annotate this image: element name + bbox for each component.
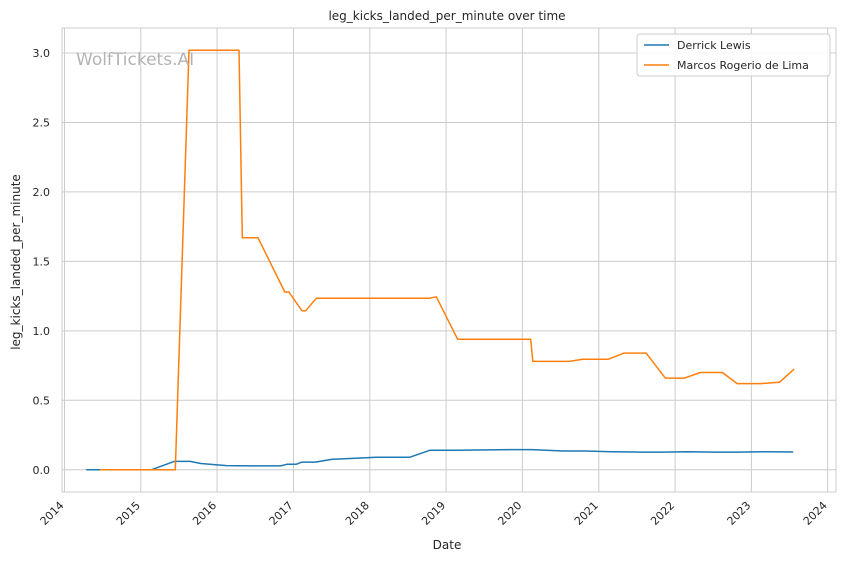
x-tick-label: 2020 <box>495 499 524 528</box>
plot-area <box>61 27 837 493</box>
y-tick-label: 0.0 <box>33 464 51 477</box>
x-tick-label: 2024 <box>801 499 830 528</box>
legend-entry: Marcos Rogerio de Lima <box>677 59 809 72</box>
series-line <box>86 448 794 471</box>
legend: Derrick Lewis Marcos Rogerio de Lima <box>636 33 831 77</box>
chart-title: leg_kicks_landed_per_minute over time <box>328 9 565 23</box>
y-tick-label: 0.5 <box>33 394 51 407</box>
x-tick-label: 2021 <box>572 499 601 528</box>
series-line <box>100 49 795 471</box>
x-axis-title: Date <box>433 538 462 552</box>
legend-box <box>636 33 831 77</box>
y-tick-label: 1.5 <box>33 255 51 268</box>
y-tick-label: 2.0 <box>33 186 51 199</box>
series-lines <box>86 49 795 471</box>
y-tick-label: 2.5 <box>33 116 51 129</box>
x-tick-label: 2023 <box>724 499 753 528</box>
y-tick-label: 1.0 <box>33 325 51 338</box>
x-tick-label: 2018 <box>343 499 372 528</box>
x-tick-labels: 2014 2015 2016 2017 2018 2019 2020 2021 2022 2023… <box>38 499 830 528</box>
watermark: WolfTickets.AI <box>76 50 194 70</box>
x-tick-label: 2014 <box>38 499 67 528</box>
y-axis-title: leg_kicks_landed_per_minute <box>9 174 23 350</box>
x-tick-label: 2017 <box>267 499 296 528</box>
x-tick-label: 2016 <box>190 499 219 528</box>
x-tick-label: 2019 <box>419 499 448 528</box>
y-tick-label: 3.0 <box>33 47 51 60</box>
x-tick-label: 2015 <box>114 499 143 528</box>
y-tick-labels: 0.0 0.5 1.0 1.5 2.0 2.5 3.0 <box>33 47 51 477</box>
x-tick-label: 2022 <box>648 499 677 528</box>
grid-lines <box>62 28 836 492</box>
legend-entry: Derrick Lewis <box>677 39 751 52</box>
